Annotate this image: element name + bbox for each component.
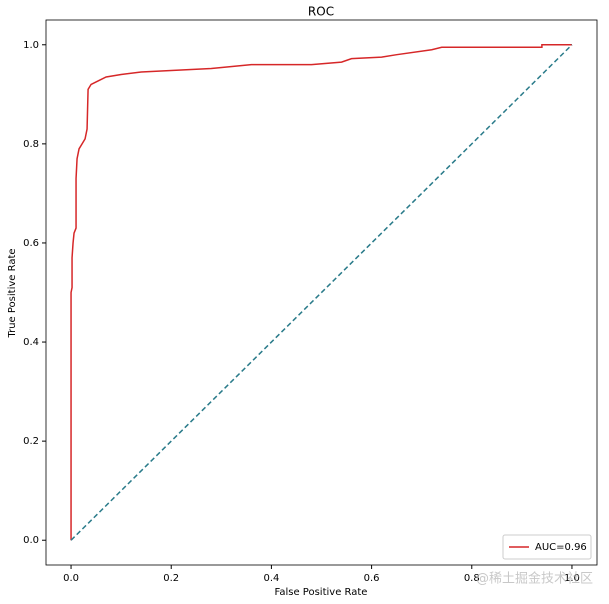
watermark: @稀土掘金技术社区 bbox=[476, 571, 593, 587]
y-tick-label: 0.4 bbox=[23, 337, 39, 348]
y-tick-label: 0.0 bbox=[23, 535, 39, 546]
y-axis-label: True Positive Rate bbox=[7, 248, 18, 338]
legend-box bbox=[502, 534, 592, 560]
x-tick-label: 0.0 bbox=[63, 573, 79, 584]
y-tick-label: 1.0 bbox=[23, 40, 39, 51]
y-tick-label: 0.6 bbox=[23, 238, 39, 249]
y-tick-label: 0.2 bbox=[23, 436, 39, 447]
plot-frame bbox=[45, 19, 598, 566]
y-tick-label: 0.8 bbox=[23, 139, 39, 150]
x-tick-label: 0.4 bbox=[263, 573, 279, 584]
legend-label: AUC=0.96 bbox=[535, 542, 587, 553]
x-tick-label: 0.6 bbox=[364, 573, 380, 584]
line bbox=[70, 44, 572, 541]
x-tick-label: 0.8 bbox=[464, 573, 480, 584]
chart-title: ROC bbox=[308, 5, 334, 19]
x-tick-label: 0.2 bbox=[163, 573, 179, 584]
line bbox=[70, 44, 573, 541]
x-axis-label: False Positive Rate bbox=[275, 587, 368, 598]
x-tick-label: 1.0 bbox=[564, 573, 580, 584]
